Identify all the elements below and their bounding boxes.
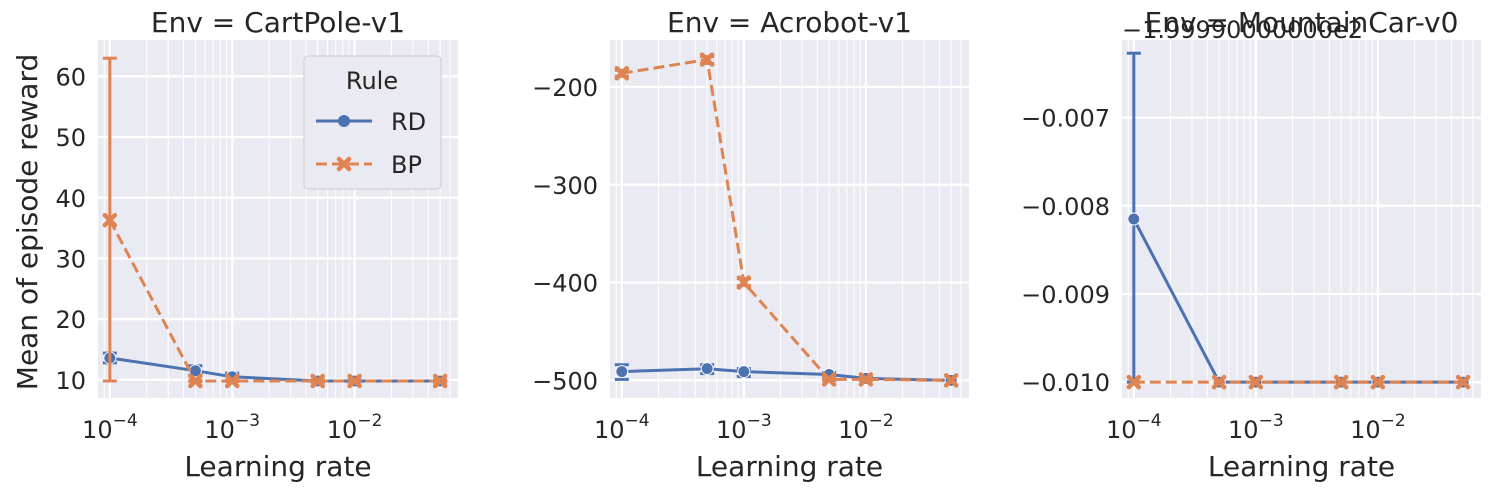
- y-tick-label: 20: [55, 306, 86, 334]
- y-tick-label: −0.010: [1021, 369, 1110, 397]
- x-tick-label: 10−2: [838, 411, 894, 444]
- point-RD: [615, 365, 629, 379]
- y-tick-label: −200: [532, 74, 598, 102]
- point-BP: [432, 373, 448, 389]
- y-tick-label: −0.008: [1021, 193, 1110, 221]
- x-tick-label: 10−3: [716, 411, 772, 444]
- x-tick-label: 10−2: [1350, 411, 1406, 444]
- legend-box: [303, 55, 442, 190]
- panel-title: Env = CartPole-v1: [151, 6, 405, 39]
- point-BP: [1333, 374, 1349, 390]
- point-BP: [821, 372, 837, 387]
- point-RD: [737, 365, 751, 379]
- x-axis-label: Learning rate: [696, 450, 883, 483]
- point-BP: [102, 212, 118, 228]
- point-BP: [614, 66, 630, 81]
- legend-title: Rule: [346, 67, 398, 95]
- x-tick-label: 10−3: [204, 411, 260, 444]
- point-BP: [188, 373, 203, 389]
- x-axis-label: Learning rate: [184, 450, 371, 483]
- point-RD: [1127, 212, 1141, 226]
- y-tick-label: −0.007: [1021, 105, 1110, 133]
- point-BP: [1126, 374, 1142, 390]
- panel-3: 10−4 10−3 10−2 −0.007 −0.008 −0.009 −0.010 Env …: [1021, 6, 1481, 483]
- plot-area: [1122, 40, 1481, 398]
- panel-title: Env = Acrobot-v1: [667, 6, 912, 39]
- point-BP: [1455, 374, 1471, 390]
- point-BP: [1370, 374, 1386, 390]
- y-tick-label: −0.009: [1021, 281, 1110, 309]
- point-BP: [347, 373, 362, 389]
- point-BP: [943, 373, 959, 388]
- series-line-BP: [108, 219, 441, 383]
- x-tick-label: 10−4: [82, 411, 138, 444]
- y-axis-label: Mean of episode reward: [11, 54, 44, 390]
- panel-title: Env = MountainCar-v0: [1145, 6, 1459, 39]
- y-tick-label: 40: [55, 185, 86, 213]
- plot-area: [610, 40, 969, 398]
- panel-2: 10−4 10−3 10−2 −200 −300 −400 −500 Env = Acrobo…: [532, 6, 969, 483]
- y-tick-label: −400: [532, 270, 598, 298]
- y-tick-label: 50: [55, 124, 86, 152]
- point-BP: [736, 275, 752, 290]
- y-tick-label: 10: [55, 367, 86, 395]
- point-RD: [700, 362, 714, 376]
- series-line-RD: [621, 367, 952, 382]
- legend-label-RD: RD: [391, 108, 426, 136]
- x-tick-label: 10−4: [594, 411, 650, 444]
- point-BP: [858, 372, 874, 387]
- legend-marker-RD: [338, 115, 350, 127]
- legend-label-BP: BP: [391, 151, 422, 179]
- y-tick-label: 30: [55, 245, 86, 273]
- x-tick-label: 10−2: [327, 411, 383, 444]
- y-tick-label: −500: [532, 367, 598, 395]
- x-axis-label: Learning rate: [1208, 450, 1395, 483]
- y-tick-label: 60: [55, 63, 86, 91]
- point-BP: [310, 373, 326, 389]
- series-line-BP: [621, 57, 952, 382]
- y-offset-text: −1.99990000000e2: [1122, 16, 1363, 44]
- x-tick-label: 10−4: [1106, 411, 1162, 444]
- point-BP: [224, 373, 240, 389]
- legend: Rule RD BP: [303, 55, 442, 190]
- point-BP: [1211, 374, 1227, 390]
- point-BP: [1248, 374, 1264, 390]
- x-tick-label: 10−3: [1228, 411, 1284, 444]
- point-BP: [699, 52, 715, 67]
- legend-marker-BP: [336, 156, 352, 172]
- y-tick-label: −300: [532, 172, 598, 200]
